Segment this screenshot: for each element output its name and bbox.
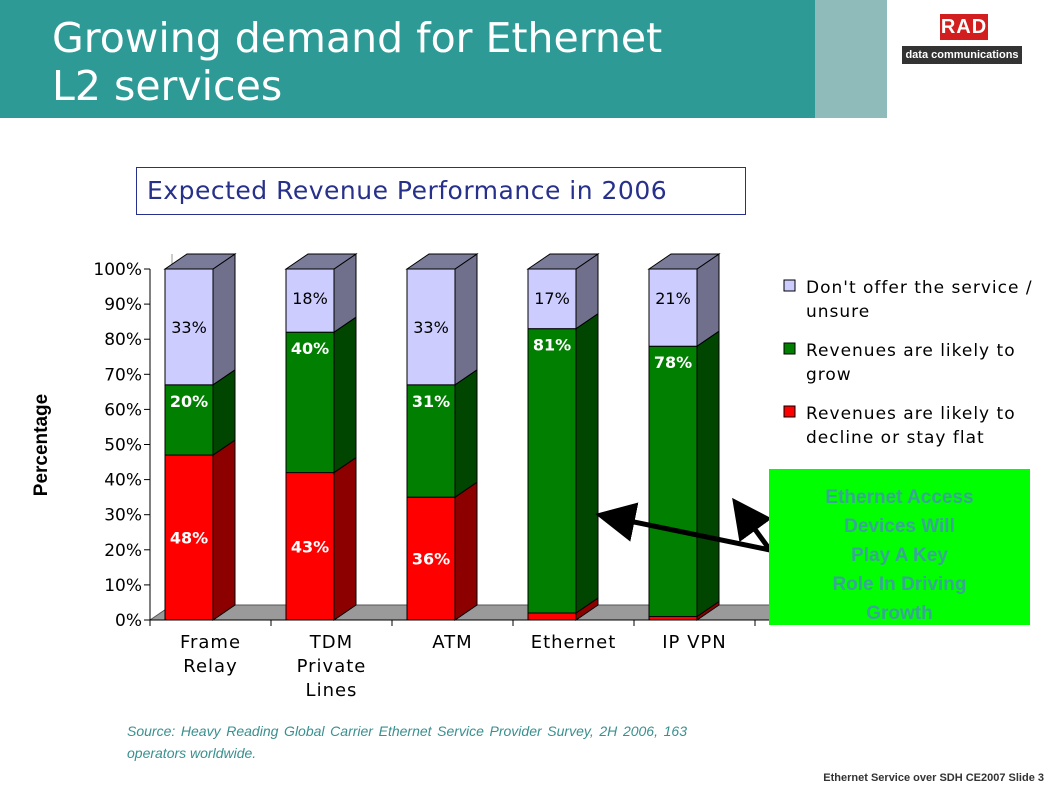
x-category-label: Private (297, 656, 367, 677)
bar-segment (406, 268, 456, 386)
y-tick-label: 30% (104, 506, 142, 526)
bar-top (526, 253, 600, 270)
legend-label: grow (806, 365, 852, 385)
bar-side (212, 253, 236, 386)
bar-segment (285, 472, 335, 621)
y-tick-label: 10% (104, 576, 142, 596)
y-tick-label: 0% (115, 611, 142, 631)
bar-value-label: 31% (412, 392, 450, 411)
bar-value-label: 40% (291, 339, 329, 358)
logo-tagline: data communications (902, 46, 1022, 64)
x-category-label: IP VPN (662, 632, 727, 653)
slide-title-line-2: L2 services (52, 62, 283, 110)
callout-line: Role In Driving (832, 574, 967, 595)
bar-value-label: 48% (170, 529, 208, 548)
bar-segment (648, 268, 698, 347)
x-category-label: Ethernet (531, 632, 617, 653)
bar-side (333, 456, 357, 621)
legend-swatch (783, 405, 796, 418)
bar-value-label: 17% (534, 289, 570, 308)
y-tick-label: 100% (93, 260, 142, 280)
bar-segment (164, 384, 214, 456)
chart-title: Expected Revenue Performance in 2006 (147, 176, 668, 205)
legend-label: unsure (806, 302, 870, 322)
bar-value-label: 20% (170, 392, 208, 411)
bar-top (284, 253, 358, 270)
legend-swatch (783, 342, 796, 355)
header-accent (815, 0, 887, 118)
bar-side (696, 330, 720, 618)
y-tick-label: 70% (104, 365, 142, 385)
callout-text: Ethernet Access Devices Will Play A Key Rol… (769, 483, 1030, 628)
bar-value-label: 43% (291, 537, 329, 556)
bar-side (212, 439, 236, 621)
bar-value-label: 33% (171, 318, 207, 337)
source-note: Source: Heavy Reading Global Carrier Eth… (127, 723, 687, 761)
bar-segment (527, 268, 577, 330)
header-band (0, 0, 870, 118)
bar-value-label: 18% (292, 289, 328, 308)
bar-segment (285, 268, 335, 333)
bar-side (454, 253, 478, 386)
bar-segment (527, 612, 577, 621)
bar-side (575, 312, 599, 614)
y-tick-label: 80% (104, 330, 142, 350)
bar-top (405, 253, 479, 270)
y-tick-label: 40% (104, 471, 142, 491)
logo-brand: RAD (940, 14, 988, 40)
callout-arrow-ethernet (595, 502, 771, 553)
rad-logo: RAD data communications (902, 14, 1022, 64)
bar-top (163, 253, 237, 270)
bar-value-label: 78% (654, 353, 692, 372)
y-axis-title: Percentage (31, 394, 52, 496)
x-category-label: Relay (183, 656, 237, 677)
slide-title-line-1: Growing demand for Ethernet (52, 14, 663, 62)
bar-value-label: 33% (413, 318, 449, 337)
bar-segment (648, 345, 698, 617)
callout-line: Play A Key (851, 545, 948, 566)
callout-line: Devices Will (844, 516, 955, 537)
y-tick-label: 50% (104, 436, 142, 456)
bar-side (454, 368, 478, 499)
bar-segment (285, 331, 335, 474)
bar-side (454, 481, 478, 621)
legend-swatch (783, 279, 796, 292)
bar-segment (527, 328, 577, 614)
legend-label: Revenues are likely to (806, 341, 1016, 361)
bar-segment (648, 615, 698, 621)
bar-value-label: 21% (655, 289, 691, 308)
x-category-label: Frame (180, 632, 241, 653)
bar-side (696, 253, 720, 348)
y-tick-label: 20% (104, 541, 142, 561)
bar-segment (164, 268, 214, 386)
y-tick-label: 90% (104, 295, 142, 315)
slide-footer: Ethernet Service over SDH CE2007 Slide 3 (823, 772, 1044, 784)
bar-side (333, 316, 357, 474)
legend-label: decline or stay flat (806, 428, 985, 448)
callout-box: Ethernet Access Devices Will Play A Key Rol… (769, 469, 1030, 625)
x-category-label: TDM (309, 632, 353, 653)
legend-label: Revenues are likely to (806, 404, 1016, 424)
bar-top (647, 253, 721, 270)
callout-line: Ethernet Access (825, 487, 974, 508)
bar-value-label: 36% (412, 550, 450, 569)
slide-title: Growing demand for Ethernet L2 services (52, 14, 812, 110)
bar-value-label: 81% (533, 336, 571, 355)
y-tick-label: 60% (104, 400, 142, 420)
legend-label: Don't offer the service / (806, 278, 1033, 298)
callout-arrow-ipvpn (732, 497, 773, 552)
x-category-label: Lines (306, 680, 358, 701)
callout-line: Growth (866, 603, 933, 624)
x-category-label: ATM (432, 632, 472, 653)
chart-title-box: Expected Revenue Performance in 2006 (136, 167, 746, 215)
